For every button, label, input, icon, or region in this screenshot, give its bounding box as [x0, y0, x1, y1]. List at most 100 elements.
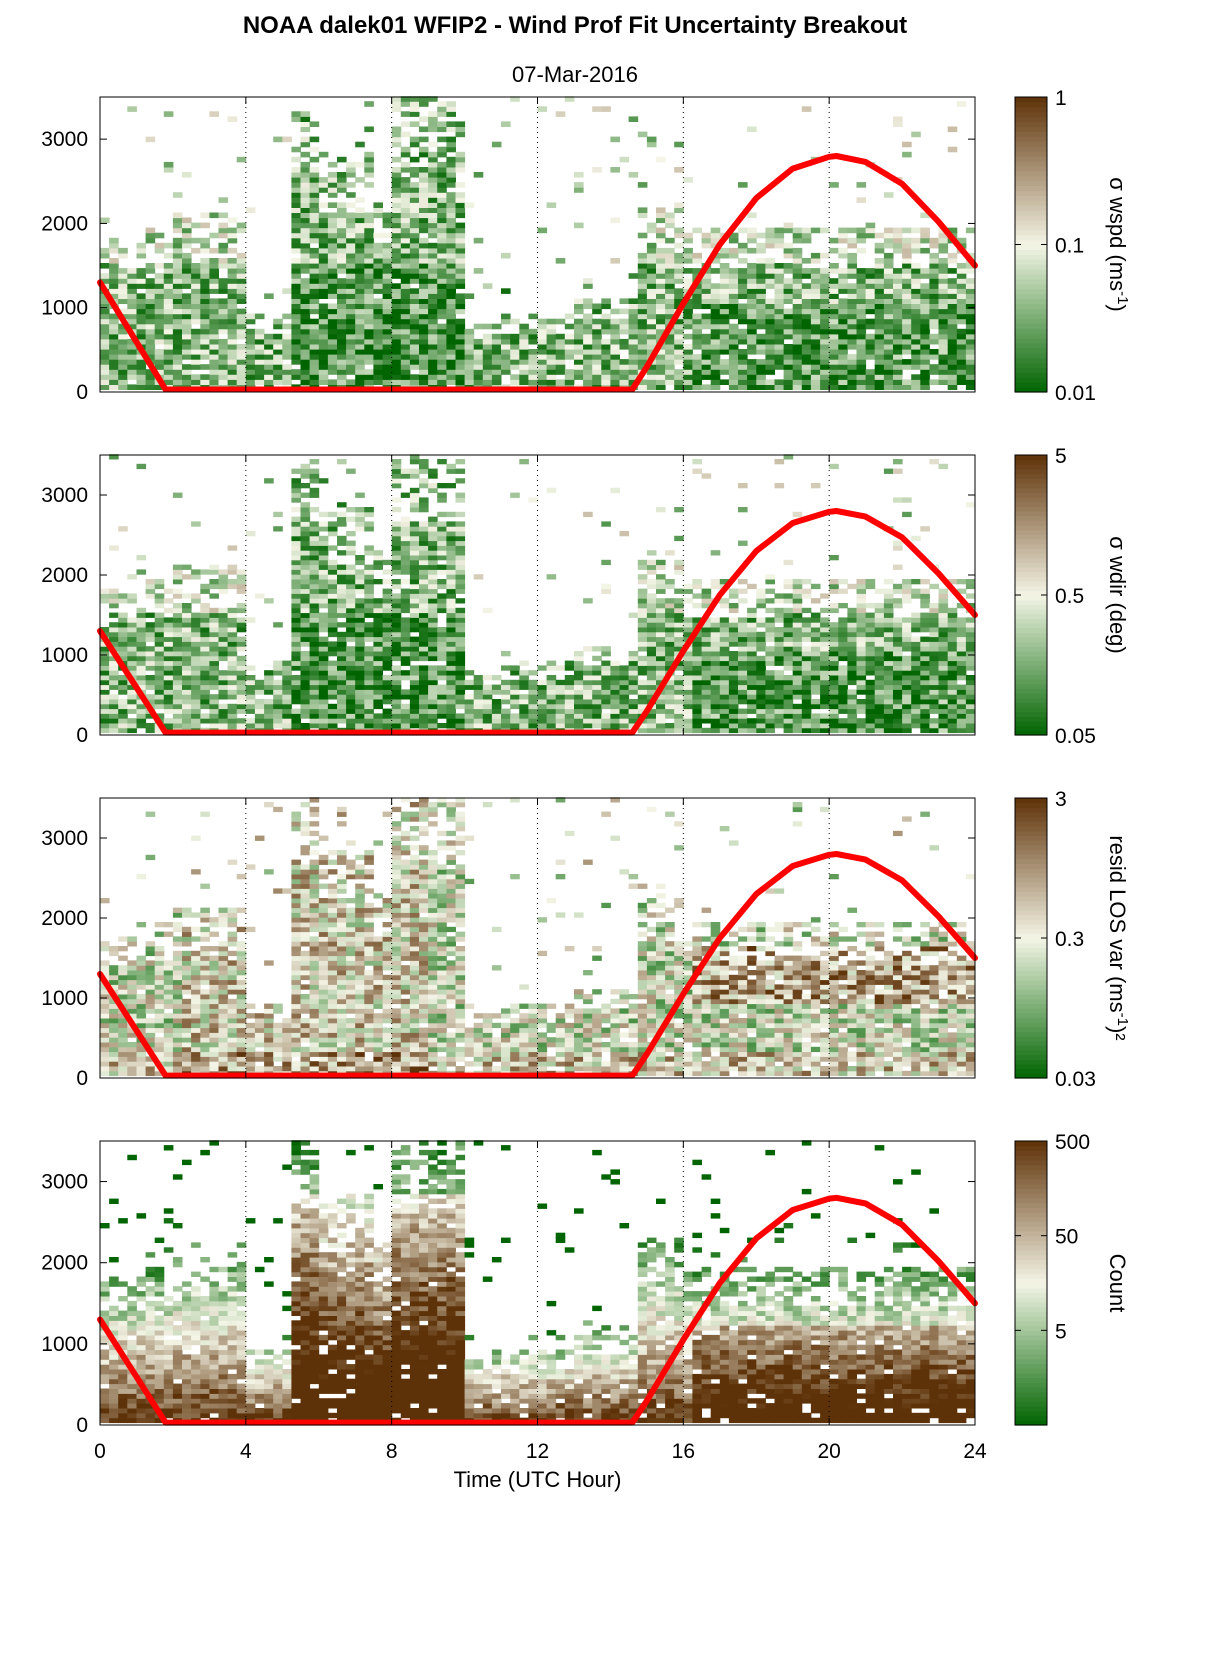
heatmap-cell — [820, 379, 830, 385]
heatmap-cell — [665, 237, 675, 244]
heatmap-cell — [282, 689, 292, 695]
heatmap-cell — [409, 136, 420, 143]
heatmap-cell — [227, 227, 238, 234]
heatmap-cell — [437, 359, 447, 365]
heatmap-cell — [883, 318, 894, 325]
heatmap-cell — [574, 333, 584, 340]
heatmap-cell — [783, 227, 794, 234]
colorbar-swatch — [1015, 357, 1047, 364]
heatmap-cell — [309, 278, 320, 284]
heatmap-cell — [610, 487, 620, 494]
heatmap-cell — [300, 598, 311, 604]
heatmap-cell — [783, 579, 794, 585]
heatmap-cell — [191, 569, 201, 575]
heatmap-cell — [838, 349, 848, 355]
heatmap-cell — [409, 612, 420, 618]
heatmap-cell — [236, 694, 247, 700]
heatmap-cell — [373, 333, 383, 340]
heatmap-cell — [100, 660, 110, 666]
heatmap-cell — [801, 718, 812, 724]
heatmap-cell — [154, 328, 165, 335]
heatmap-cell — [428, 564, 438, 570]
heatmap-cell — [145, 379, 156, 385]
heatmap-cell — [656, 636, 666, 642]
heatmap-cell — [792, 665, 803, 671]
heatmap-cell — [665, 268, 675, 274]
heatmap-cell — [346, 293, 356, 299]
heatmap-cell — [956, 101, 967, 107]
heatmap-cell — [409, 622, 420, 628]
heatmap-cell — [391, 463, 402, 470]
heatmap-cell — [756, 636, 766, 642]
heatmap-cell — [382, 217, 393, 224]
heatmap-cell — [756, 679, 766, 686]
heatmap-cell — [337, 713, 347, 719]
heatmap-cell — [355, 631, 365, 638]
heatmap-cell — [191, 617, 201, 623]
heatmap-cell — [728, 670, 739, 676]
heatmap-cell — [400, 237, 411, 244]
heatmap-cell — [801, 593, 812, 599]
heatmap-cell — [874, 298, 885, 304]
heatmap-cell — [300, 622, 311, 628]
heatmap-cell — [264, 713, 274, 719]
heatmap-cell — [446, 328, 456, 335]
heatmap-cell — [318, 641, 329, 647]
heatmap-cell — [902, 278, 912, 284]
heatmap-cell — [437, 540, 447, 546]
heatmap-cell — [382, 222, 393, 229]
heatmap-cell — [300, 723, 311, 729]
heatmap-cell — [674, 723, 684, 729]
heatmap-cell — [929, 283, 939, 289]
heatmap-cell — [200, 237, 210, 244]
heatmap-cell — [172, 354, 183, 360]
heatmap-cell — [583, 349, 593, 355]
heatmap-cell — [455, 247, 466, 254]
heatmap-cell — [346, 588, 356, 594]
heatmap-cell — [446, 303, 456, 310]
heatmap-cell — [656, 252, 666, 259]
heatmap-cell — [437, 708, 447, 714]
heatmap-cell — [820, 308, 830, 315]
heatmap-cell — [309, 593, 320, 599]
heatmap-cell — [619, 708, 630, 714]
heatmap-cell — [674, 328, 684, 335]
heatmap-cell — [938, 344, 949, 350]
heatmap-cell — [400, 101, 411, 107]
heatmap-cell — [109, 727, 119, 734]
heatmap-cell — [100, 308, 110, 315]
heatmap-cell — [245, 349, 256, 355]
heatmap-cell — [391, 703, 402, 710]
heatmap-cell — [145, 313, 156, 320]
heatmap-cell — [728, 660, 739, 666]
heatmap-cell — [646, 684, 657, 690]
heatmap-cell — [665, 713, 675, 719]
heatmap-cell — [947, 349, 958, 355]
heatmap-cell — [391, 222, 402, 229]
heatmap-cell — [327, 258, 338, 264]
heatmap-cell — [400, 617, 411, 623]
heatmap-cell — [227, 379, 238, 385]
heatmap-cell — [200, 268, 210, 274]
heatmap-cell — [355, 237, 365, 244]
heatmap-cell — [318, 579, 329, 585]
heatmap-cell — [300, 364, 311, 370]
heatmap-cell — [783, 359, 794, 365]
heatmap-cell — [938, 349, 949, 355]
heatmap-cell — [327, 617, 338, 623]
heatmap-cell — [801, 723, 812, 729]
heatmap-cell — [719, 293, 730, 299]
heatmap-cell — [738, 333, 748, 340]
heatmap-cell — [774, 459, 785, 465]
heatmap-cell — [327, 703, 338, 710]
heatmap-cell — [209, 622, 219, 628]
heatmap-cell — [200, 288, 210, 294]
heatmap-cell — [191, 718, 201, 724]
heatmap-cell — [765, 349, 775, 355]
heatmap-cell — [810, 252, 821, 259]
heatmap-cell — [355, 349, 365, 355]
heatmap-cell — [856, 232, 867, 239]
heatmap-cell — [163, 646, 174, 652]
heatmap-cell — [391, 718, 402, 724]
heatmap-cell — [510, 359, 520, 365]
